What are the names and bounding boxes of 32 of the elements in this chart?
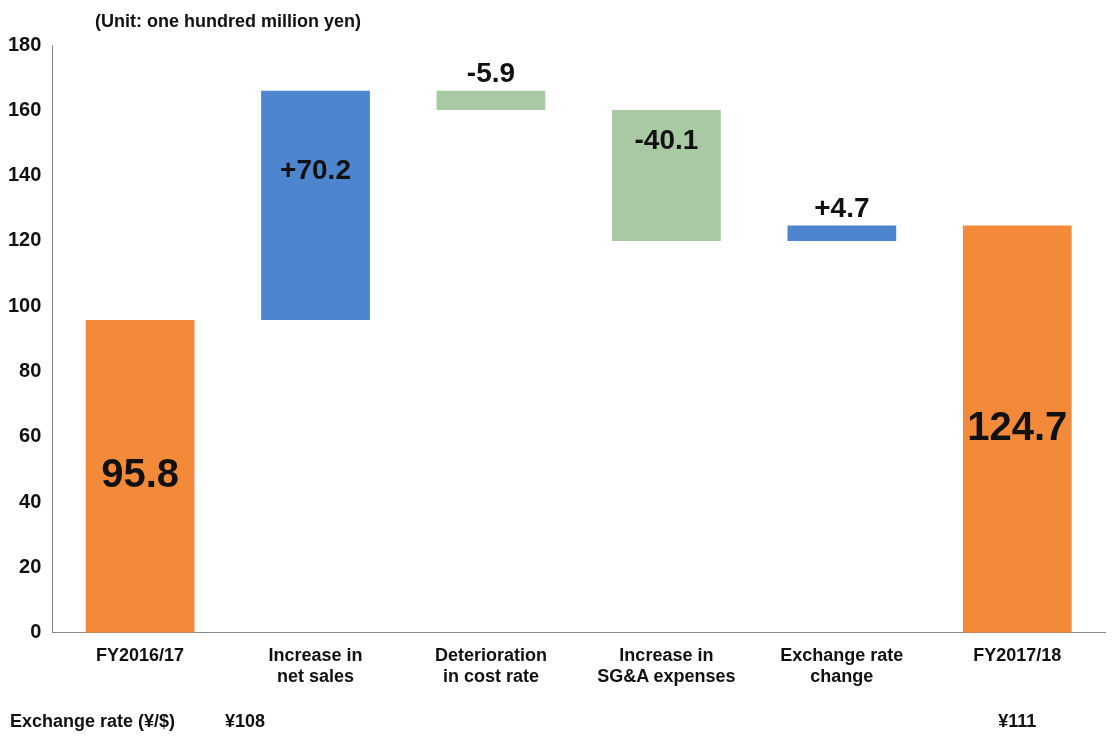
data-label: +70.2 — [280, 154, 351, 186]
bar — [612, 109, 721, 241]
bar — [787, 225, 897, 241]
data-label: +4.7 — [814, 192, 870, 224]
data-label: -40.1 — [634, 124, 699, 156]
x-tick-label: Exchange rate change — [780, 644, 904, 687]
text: ¥108 — [225, 710, 266, 731]
y-tick-label: 20 — [19, 555, 42, 577]
bar — [962, 225, 1072, 633]
y-tick-label: 100 — [7, 293, 42, 316]
x-tick-label: Deterioration in cost rate — [434, 644, 547, 687]
x-tick-label: Increase in SG&A expenses — [597, 644, 736, 687]
bar — [436, 90, 546, 110]
x-tick-label: FY2016/17 — [96, 644, 185, 665]
y-tick-label: 120 — [7, 228, 42, 251]
data-label: -5.9 — [466, 57, 516, 89]
text: ¥111 — [998, 710, 1037, 731]
x-tick-label: Increase in net sales — [268, 644, 363, 687]
text: (Unit: one hundred million yen) — [95, 10, 361, 31]
data-label: 124.7 — [967, 404, 1068, 449]
y-tick-label: 80 — [19, 359, 42, 382]
data-label: 95.8 — [101, 451, 180, 496]
y-tick-label: 60 — [19, 424, 42, 447]
bar — [85, 319, 195, 633]
y-tick-label: 140 — [7, 163, 42, 186]
y-tick-label: 160 — [7, 97, 42, 120]
x-tick-label: FY2017/18 — [973, 644, 1062, 665]
text: Exchange rate (¥/$) — [10, 710, 176, 731]
y-tick-label: 0 — [30, 620, 42, 643]
bar — [261, 90, 370, 320]
y-tick-label: 40 — [19, 489, 42, 512]
y-tick-label: 180 — [7, 32, 42, 55]
